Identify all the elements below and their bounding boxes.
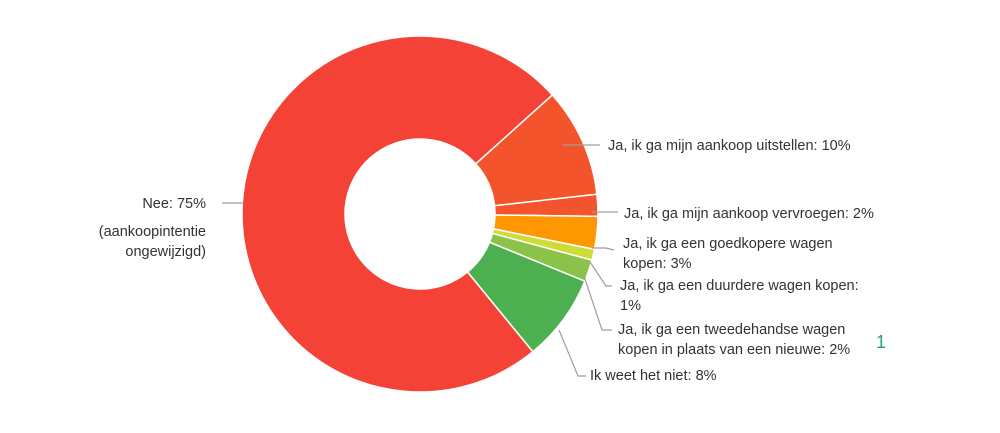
- donut-slices: [241, 35, 599, 393]
- leader-line: [583, 275, 612, 331]
- leader-line: [558, 329, 586, 377]
- slice-label: Ja, ik ga een tweedehandse wagen kopen in…: [618, 322, 850, 358]
- slice-labels: Ja, ik ga mijn aankoop uitstellen: 10% Ja…: [99, 138, 874, 384]
- slice-label: Ik weet het niet: 8%: [590, 368, 717, 384]
- cut-off-text: 1: [876, 332, 887, 352]
- slice-label: Ja, ik ga mijn aankoop uitstellen: 10%: [608, 138, 851, 154]
- leader-line: [589, 261, 612, 287]
- leader-line: [592, 247, 615, 251]
- slice-label: Ja, ik ga mijn aankoop vervroegen: 2%: [624, 206, 874, 222]
- slice-label: Ja, ik ga een duurdere wagen kopen: 1%: [620, 278, 859, 314]
- leader-lines: [222, 144, 618, 377]
- donut-slice: [241, 35, 554, 393]
- slice-label: Ja, ik ga een goedkopere wagen kopen: 3%: [623, 236, 833, 272]
- slice-label: Nee: 75% (aankoopintentie ongewijzigd): [99, 196, 206, 260]
